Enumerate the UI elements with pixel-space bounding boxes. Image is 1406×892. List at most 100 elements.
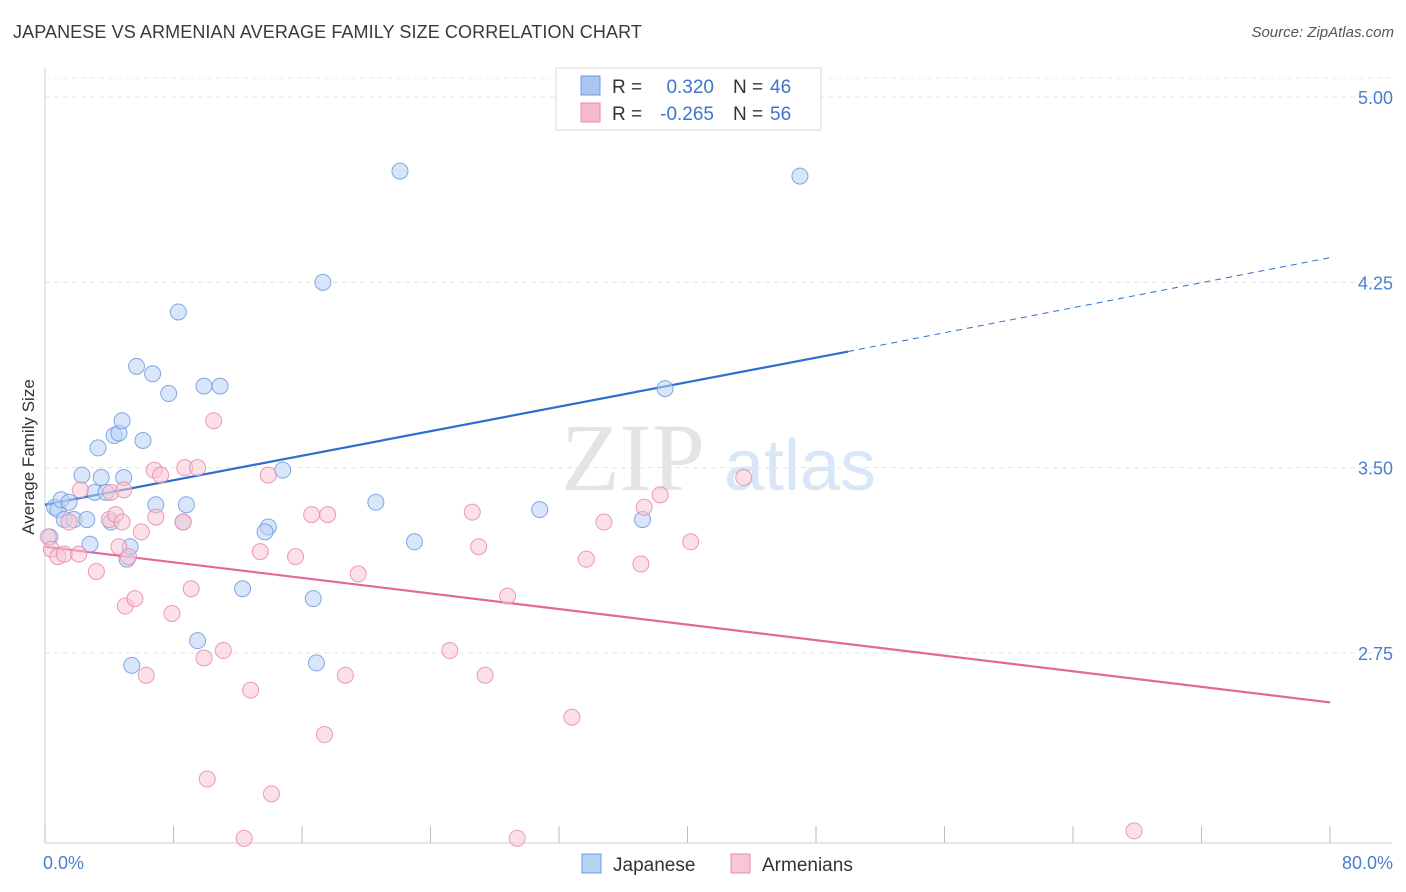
japanese-point-46 [791, 167, 809, 185]
japanese-point-31 [195, 377, 213, 395]
armenian-point-54 [682, 533, 700, 551]
y-tick-label-2: 4.25 [1358, 273, 1393, 293]
armenian-point-41 [349, 565, 367, 583]
japanese-point-42 [391, 162, 409, 180]
legend-n-value-0: 46 [770, 77, 791, 98]
legend-r-value-0: 0.320 [666, 77, 714, 98]
japanese-point-41 [405, 533, 423, 551]
armenian-point-5 [70, 545, 88, 563]
grid-lines [45, 77, 1392, 654]
japanese-point-26 [160, 385, 178, 403]
armenian-point-17 [132, 523, 150, 541]
watermark: ZIP atlas [561, 404, 876, 511]
legend-r-value-1: -0.265 [660, 104, 714, 125]
legend: R = 0.320 N = 46 R = -0.265 N = 56 [555, 67, 822, 131]
japanese-point-17 [113, 412, 131, 430]
japanese-point-39 [314, 273, 332, 291]
legend-swatch-0 [580, 75, 601, 96]
japanese-trend-line-extension [848, 257, 1331, 353]
japanese-point-29 [177, 496, 195, 514]
japanese-point-45 [656, 380, 674, 398]
japanese-point-38 [307, 654, 325, 672]
chart-title: JAPANESE VS ARMENIAN AVERAGE FAMILY SIZE… [13, 22, 642, 42]
armenian-point-7 [87, 562, 105, 580]
armenian-point-26 [189, 459, 207, 477]
armenian-point-3 [55, 545, 73, 563]
data-points [39, 162, 1143, 847]
armenian-point-15 [120, 548, 138, 566]
japanese-point-37 [304, 590, 322, 608]
source-label: Source: ZipAtlas.com [1251, 24, 1394, 41]
y-tick-label-0: 2.75 [1358, 644, 1393, 664]
watermark-atlas: atlas [724, 426, 876, 506]
armenian-point-52 [635, 498, 653, 516]
x-tick-label-0: 0.0% [43, 853, 84, 873]
armenian-point-37 [303, 506, 321, 524]
armenian-trend-line [44, 545, 1331, 704]
bottom-legend-swatch-1 [730, 853, 751, 874]
armenian-point-22 [163, 604, 181, 622]
armenian-point-34 [259, 466, 277, 484]
y-tick-label-3: 5.00 [1358, 88, 1393, 108]
armenian-point-42 [441, 642, 459, 660]
armenian-point-36 [287, 548, 305, 566]
japanese-point-32 [211, 377, 229, 395]
japanese-point-43 [531, 501, 549, 519]
japanese-point-22 [128, 357, 146, 375]
y-tick-label-1: 3.50 [1358, 459, 1393, 479]
japanese-point-33 [234, 580, 252, 598]
x-tick-labels: 0.0% 80.0% [43, 853, 1393, 873]
watermark-zip: ZIP [561, 404, 705, 511]
armenian-point-56 [1125, 822, 1143, 840]
legend-r-label-0: R = [612, 77, 642, 98]
armenian-point-44 [470, 538, 488, 556]
japanese-point-40 [367, 493, 385, 511]
y-axis-label: Average Family Size [19, 379, 38, 535]
bottom-legend-label-0: Japanese [613, 855, 695, 876]
armenian-point-47 [508, 829, 526, 847]
japanese-point-36 [274, 461, 292, 479]
armenian-point-46 [499, 587, 517, 605]
armenian-point-33 [251, 543, 269, 561]
armenian-point-43 [463, 503, 481, 521]
armenian-point-50 [595, 513, 613, 531]
armenian-point-38 [315, 726, 333, 744]
japanese-point-12 [92, 469, 110, 487]
armenian-point-53 [651, 486, 669, 504]
armenian-point-20 [147, 508, 165, 526]
armenian-point-16 [126, 590, 144, 608]
japanese-point-7 [73, 466, 91, 484]
armenian-point-21 [152, 466, 170, 484]
legend-r-label-1: R = [612, 104, 642, 125]
armenian-point-30 [214, 642, 232, 660]
japanese-point-5 [60, 493, 78, 511]
armenian-point-13 [115, 481, 133, 499]
armenian-point-32 [242, 681, 260, 699]
axes [44, 68, 1392, 844]
legend-swatch-1 [580, 102, 601, 123]
armenian-point-48 [563, 708, 581, 726]
bottom-legend: Japanese Armenians [581, 853, 853, 876]
armenian-point-45 [476, 666, 494, 684]
armenian-point-39 [319, 506, 337, 524]
armenian-point-6 [71, 481, 89, 499]
armenian-point-12 [113, 513, 131, 531]
armenian-point-31 [235, 829, 253, 847]
x-tick-label-1: 80.0% [1342, 853, 1393, 873]
japanese-point-8 [78, 511, 96, 529]
armenian-point-4 [60, 513, 78, 531]
legend-n-label-1: N = [733, 104, 763, 125]
armenian-point-51 [632, 555, 650, 573]
legend-n-label-0: N = [733, 77, 763, 98]
japanese-point-30 [189, 632, 207, 650]
japanese-point-35 [256, 523, 274, 541]
japanese-point-24 [144, 365, 162, 383]
armenian-point-35 [262, 785, 280, 803]
armenian-point-49 [577, 550, 595, 568]
armenian-point-29 [205, 412, 223, 430]
bottom-legend-swatch-0 [581, 853, 602, 874]
legend-n-value-1: 56 [770, 104, 791, 125]
trend-lines [44, 257, 1331, 704]
japanese-point-23 [134, 431, 152, 449]
